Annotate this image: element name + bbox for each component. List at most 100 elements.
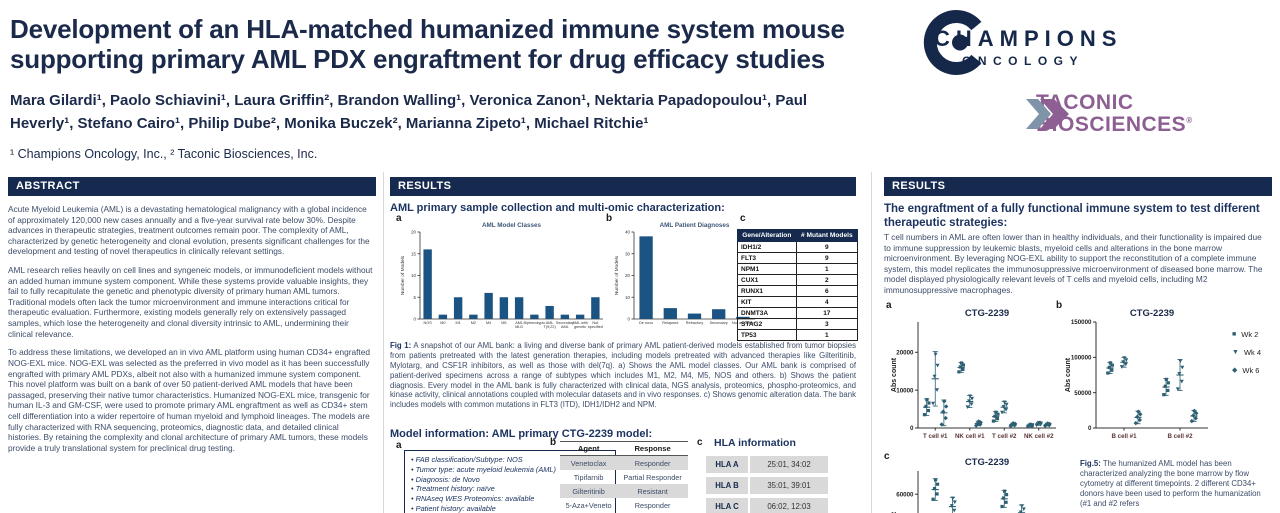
svg-text:AML with: AML with xyxy=(572,321,587,325)
model-info-bullet: • Tumor type: acute myeloid leukemia (AM… xyxy=(411,464,556,474)
abstract-paragraph-1: Acute Myeloid Leukemia (AML) is a devast… xyxy=(8,204,370,257)
model-info-bullet: • FAB classification/Subtype: NOS xyxy=(411,455,523,464)
svg-text:40: 40 xyxy=(625,230,630,235)
hla-row: HLA A 25:01, 34:02 xyxy=(706,456,828,473)
model-panel-letter-b: b xyxy=(550,437,557,448)
legend-label: Wk 4 xyxy=(1243,348,1262,357)
agent-name: Gilteritinib xyxy=(560,484,618,498)
abstract-body: Acute Myeloid Leukemia (AML) is a devast… xyxy=(8,204,374,461)
svg-text:M1: M1 xyxy=(455,321,460,325)
svg-text:specified: specified xyxy=(588,325,603,329)
results-right-header-bar: RESULTS xyxy=(884,177,1272,196)
table-row: CUX1 2 xyxy=(737,274,859,286)
svg-text:B cell #1: B cell #1 xyxy=(1111,433,1137,440)
column-header: Gene/Alteration xyxy=(737,229,797,242)
gene-name: CUX1 xyxy=(737,274,797,286)
agent-name: Tipifarnib xyxy=(573,472,604,482)
panel-c-scatter-plot: CTG-22390200004000060000Abs count xyxy=(891,457,1026,513)
mutant-model-count: 1 xyxy=(795,329,859,341)
svg-text:100000: 100000 xyxy=(1071,355,1092,362)
panel-letter-a: a xyxy=(396,213,402,224)
svg-text:Refractory: Refractory xyxy=(686,321,704,325)
oncology-word: ONCOLOGY xyxy=(962,54,1085,68)
gene-name: IDH1/2 xyxy=(737,241,797,253)
flow-panel-letter-a: a xyxy=(886,300,892,311)
hla-row: HLA C 06:02, 12:03 xyxy=(706,498,828,513)
svg-text:Number of Models: Number of Models xyxy=(400,255,406,295)
svg-text:De novo: De novo xyxy=(639,321,653,325)
svg-text:0: 0 xyxy=(628,317,631,322)
svg-text:CTG-2239: CTG-2239 xyxy=(965,457,1009,468)
svg-text:30: 30 xyxy=(625,251,630,256)
biosciences-word: BIOSCIENCES® xyxy=(1036,113,1193,137)
svg-text:MLD: MLD xyxy=(515,325,523,329)
hla-information-title: HLA information xyxy=(714,437,796,449)
gene-name: KIT xyxy=(737,296,797,308)
legend-label: Wk 2 xyxy=(1241,330,1259,339)
svg-text:150000: 150000 xyxy=(1071,319,1092,326)
svg-text:NOS: NOS xyxy=(424,321,433,325)
flow-panel-letter-b: b xyxy=(1056,300,1063,311)
svg-text:CTG-2239: CTG-2239 xyxy=(965,308,1009,319)
gene-name: DNMT3A xyxy=(737,307,797,319)
right-paragraph: T cell numbers in AML are often lower th… xyxy=(884,232,1263,296)
table-row: RUNX1 6 xyxy=(737,285,859,297)
agent-name: 5-Aza+Veneto xyxy=(565,500,612,510)
agent-name: Venetoclax xyxy=(560,455,618,470)
response-value: Resistant xyxy=(617,484,688,498)
column-divider xyxy=(383,172,384,513)
svg-text:20: 20 xyxy=(411,230,416,235)
svg-text:M2: M2 xyxy=(471,321,476,325)
results-middle-header-label: RESULTS xyxy=(398,180,452,192)
svg-text:M4: M4 xyxy=(486,321,491,325)
agent-response-table: Agent Response Venetoclax Responder Tipifarn… xyxy=(560,441,688,512)
gene-name: TP53 xyxy=(737,329,797,341)
response-value: Responder xyxy=(634,500,671,510)
svg-text:0: 0 xyxy=(910,425,914,432)
svg-text:T(9;22): T(9;22) xyxy=(544,325,557,329)
flow-panel-letter-c: c xyxy=(884,451,890,462)
champions-c-icon xyxy=(923,10,982,75)
gene-name: NPM1 xyxy=(737,263,797,275)
legend-item: ■ Wk 2 xyxy=(1232,330,1261,339)
hla-locus: HLA A xyxy=(706,456,748,473)
model-panel-letter-a: a xyxy=(396,440,402,451)
column-header: Agent xyxy=(560,441,618,456)
svg-text:20: 20 xyxy=(625,273,630,278)
week-legend: ■ Wk 2 ▼ Wk 4 ◆ Wk 6 xyxy=(1232,330,1261,375)
aml-patient-diagnoses-bar-chart: AML Patient Diagnoses 0 10 20 30 40 Number of … xyxy=(614,222,755,325)
mutant-model-count: 1 xyxy=(795,263,859,275)
svg-text:M0: M0 xyxy=(440,321,445,325)
response-value: Partial Responder xyxy=(623,472,682,482)
model-info-bullet: • Patient history: available xyxy=(411,503,496,513)
table-row: DNMT3A 17 xyxy=(737,307,859,319)
svg-text:0: 0 xyxy=(1088,425,1092,432)
table-header-row: Agent Response xyxy=(560,441,688,456)
tri-marker-icon: ▼ xyxy=(1232,349,1239,356)
column-header: Response xyxy=(617,441,688,456)
svg-text:CTG-2239: CTG-2239 xyxy=(1130,308,1174,319)
champions-oncology-logo: CHAMPIONS ONCOLOGY xyxy=(923,4,1122,75)
table-row: Tipifarnib Partial Responder xyxy=(560,470,688,484)
svg-text:10: 10 xyxy=(625,295,630,300)
mutant-model-count: 17 xyxy=(795,307,859,319)
svg-text:10: 10 xyxy=(411,273,416,278)
mutant-model-count: 2 xyxy=(795,274,859,286)
hla-row: HLA B 35:01, 39:01 xyxy=(706,477,828,494)
svg-text:AML Patient Diagnoses: AML Patient Diagnoses xyxy=(660,222,730,229)
poster-title: Development of an HLA-matched humanized … xyxy=(10,14,845,75)
model-panel-letter-c: c xyxy=(697,437,703,448)
table-header-row: Gene/Alteration # Mutant Models xyxy=(737,229,859,242)
table-row: TP53 1 xyxy=(737,329,859,341)
abstract-header-label: ABSTRACT xyxy=(16,180,80,192)
svg-text:AML: AML xyxy=(546,321,554,325)
svg-text:50000: 50000 xyxy=(1074,390,1092,397)
gene-name: FLT3 xyxy=(737,252,797,264)
square-marker-icon: ■ xyxy=(1232,331,1237,338)
svg-text:M5: M5 xyxy=(501,321,506,325)
model-info-bullet: • Diagnosis: de Novo xyxy=(411,474,480,484)
mutant-model-count: 4 xyxy=(795,296,859,308)
